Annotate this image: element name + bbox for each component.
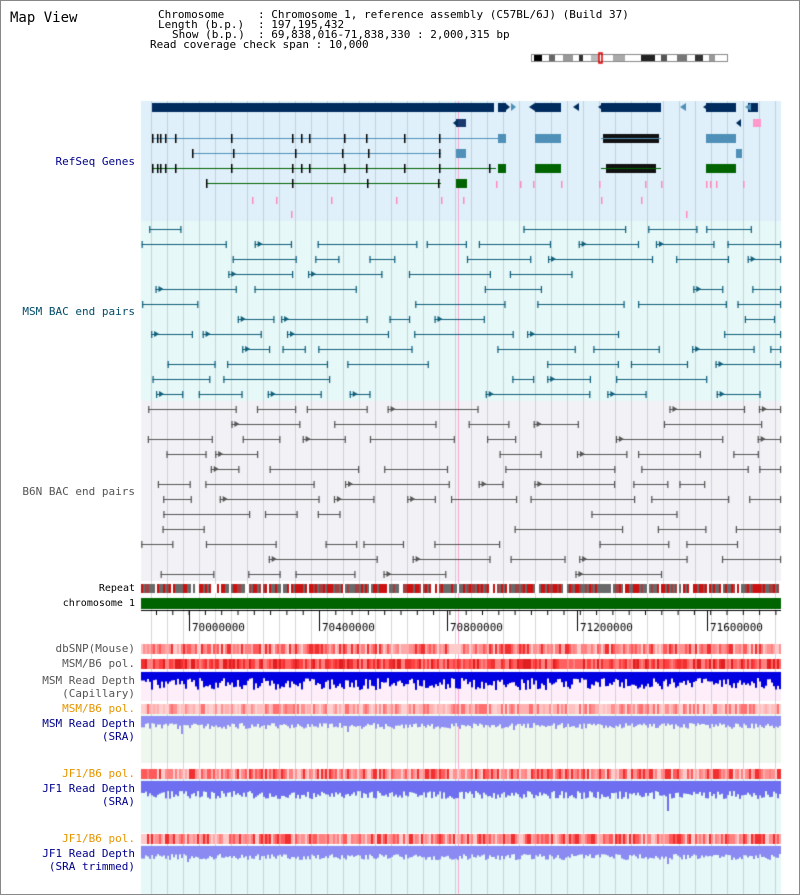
track-label-refseq[interactable]: RefSeq Genes [55, 155, 135, 168]
track-label-jf1-depth-trimmed-sub: (SRA trimmed) [48, 860, 135, 873]
track-label-jf1-depth-sra-sub: (SRA) [101, 795, 135, 808]
track-label-msm-depth-capillary-sub: (Capillary) [62, 687, 135, 700]
track-label-msm-b6-pol[interactable]: MSM/B6 pol. [62, 657, 135, 670]
track-label-repeat[interactable]: Repeat [98, 583, 135, 594]
coverage-value: 10,000 [328, 38, 369, 51]
track-label-msm-depth-sra[interactable]: MSM Read Depth [42, 717, 135, 730]
show-value: 69,838,016-71,838,330 : 2,000,315 bp [271, 28, 510, 41]
track-label-dbsnp[interactable]: dbSNP(Mouse) [55, 642, 135, 655]
track-label-msm-depth-capillary[interactable]: MSM Read Depth [42, 674, 135, 687]
coverage-label: Read coverage check span [150, 38, 309, 51]
chromosome-value: Chromosome 1, reference assembly (C57BL/… [271, 8, 629, 21]
track-label-chromosome: chromosome 1 [62, 598, 135, 609]
chromosome-label: Chromosome [158, 8, 225, 21]
coverage-label-line: Read coverage check span : 10,000 [150, 38, 369, 51]
track-label-b6n-bac[interactable]: B6N BAC end pairs [22, 485, 135, 498]
track-label-msm-b6-pol-sra[interactable]: MSM/B6 pol. [62, 702, 135, 715]
map-view-title: Map View [10, 10, 78, 26]
track-label-jf1-b6-pol[interactable]: JF1/B6 pol. [62, 767, 135, 780]
length-value-line: : 197,195,432 [258, 18, 345, 31]
chromosome-value-line: : Chromosome 1, reference assembly (C57B… [258, 8, 629, 21]
length-label: Length (b.p.) [158, 18, 245, 31]
track-label-msm-depth-sra-sub: (SRA) [101, 730, 135, 743]
track-label-jf1-b6-pol-2[interactable]: JF1/B6 pol. [62, 832, 135, 845]
track-label-jf1-depth-trimmed[interactable]: JF1 Read Depth [42, 847, 135, 860]
show-value-line: : 69,838,016-71,838,330 : 2,000,315 bp [258, 28, 510, 41]
show-label: Show (b.p.) [172, 28, 245, 41]
track-label-jf1-depth-sra[interactable]: JF1 Read Depth [42, 782, 135, 795]
track-label-msm-bac[interactable]: MSM BAC end pairs [22, 305, 135, 318]
length-value: 197,195,432 [271, 18, 345, 31]
